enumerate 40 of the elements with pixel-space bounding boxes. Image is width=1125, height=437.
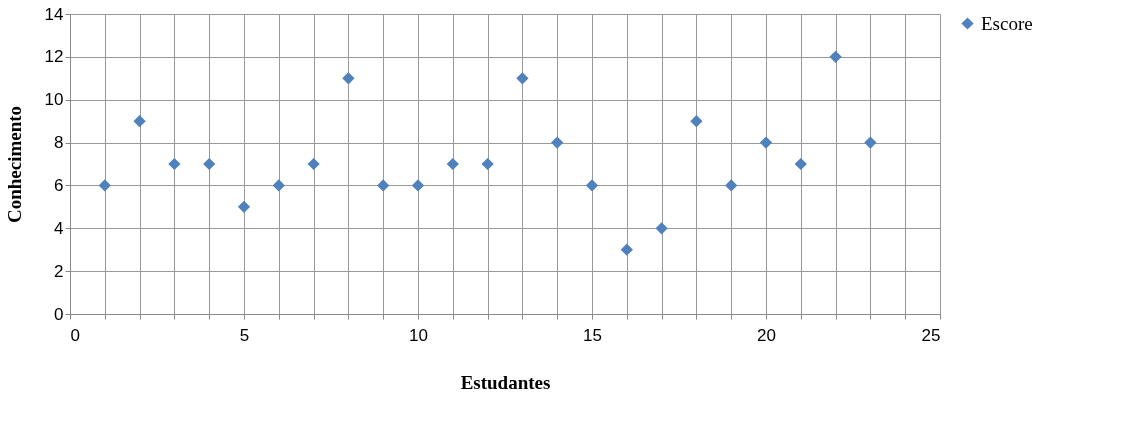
point xyxy=(203,157,216,171)
point xyxy=(551,136,564,149)
y-tick-label: 2 xyxy=(54,261,64,281)
point xyxy=(411,179,425,192)
y-tick-label: 0 xyxy=(54,304,64,324)
point xyxy=(307,157,320,171)
legend-label: Escore xyxy=(981,12,1033,34)
point xyxy=(794,157,807,171)
point xyxy=(377,179,390,192)
point xyxy=(272,179,285,192)
point xyxy=(237,200,251,213)
y-tick-label: 8 xyxy=(54,133,64,153)
y-tick-label: 10 xyxy=(44,90,64,110)
point xyxy=(829,50,842,63)
point xyxy=(98,179,111,192)
x-tick-label: 0 xyxy=(70,325,80,345)
point xyxy=(446,157,459,171)
point xyxy=(725,179,738,192)
point xyxy=(585,179,599,192)
y-tick-label: 6 xyxy=(54,175,64,195)
point xyxy=(620,243,633,256)
x-tick-label: 5 xyxy=(239,325,250,345)
point xyxy=(864,136,877,149)
point xyxy=(342,72,355,85)
point xyxy=(133,115,146,128)
point xyxy=(168,157,181,171)
point xyxy=(690,115,703,128)
y-axis-title: Conhecimento xyxy=(3,105,25,224)
point xyxy=(655,222,668,235)
point xyxy=(516,72,529,85)
point xyxy=(759,136,773,149)
x-tick-label: 20 xyxy=(757,325,776,345)
x-tick-label: 25 xyxy=(921,325,941,345)
x-tick-label: 15 xyxy=(583,325,602,345)
x-tick-label: 10 xyxy=(409,325,428,345)
y-tick-label: 4 xyxy=(54,218,64,238)
x-axis-title: Estudantes xyxy=(460,371,551,393)
point xyxy=(481,157,494,171)
y-tick-label: 12 xyxy=(44,47,64,67)
y-tick-label: 14 xyxy=(44,4,64,24)
